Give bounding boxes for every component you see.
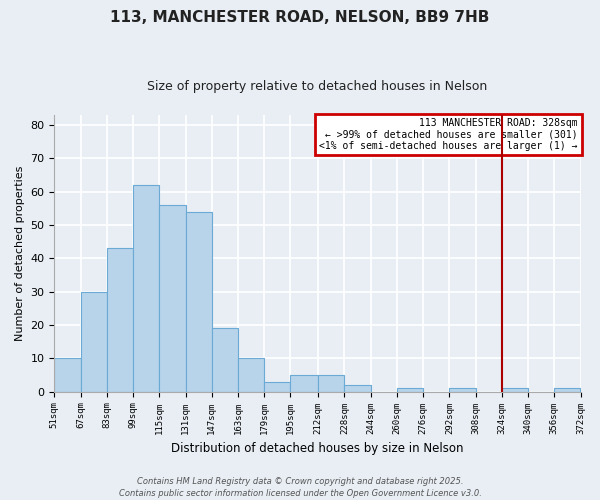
Bar xyxy=(264,382,290,392)
Bar xyxy=(449,388,476,392)
Bar xyxy=(238,358,264,392)
Bar xyxy=(80,292,107,392)
Bar xyxy=(55,358,80,392)
Bar xyxy=(185,212,212,392)
Bar xyxy=(290,375,318,392)
Bar xyxy=(212,328,238,392)
Text: 113 MANCHESTER ROAD: 328sqm
← >99% of detached houses are smaller (301)
<1% of s: 113 MANCHESTER ROAD: 328sqm ← >99% of de… xyxy=(319,118,578,151)
Bar xyxy=(318,375,344,392)
X-axis label: Distribution of detached houses by size in Nelson: Distribution of detached houses by size … xyxy=(171,442,464,455)
Y-axis label: Number of detached properties: Number of detached properties xyxy=(15,166,25,341)
Bar xyxy=(554,388,580,392)
Text: 113, MANCHESTER ROAD, NELSON, BB9 7HB: 113, MANCHESTER ROAD, NELSON, BB9 7HB xyxy=(110,10,490,25)
Bar xyxy=(107,248,133,392)
Title: Size of property relative to detached houses in Nelson: Size of property relative to detached ho… xyxy=(148,80,488,93)
Bar xyxy=(344,385,371,392)
Text: Contains HM Land Registry data © Crown copyright and database right 2025.
Contai: Contains HM Land Registry data © Crown c… xyxy=(119,476,481,498)
Bar xyxy=(133,185,159,392)
Bar xyxy=(502,388,528,392)
Bar xyxy=(397,388,423,392)
Bar xyxy=(159,205,185,392)
